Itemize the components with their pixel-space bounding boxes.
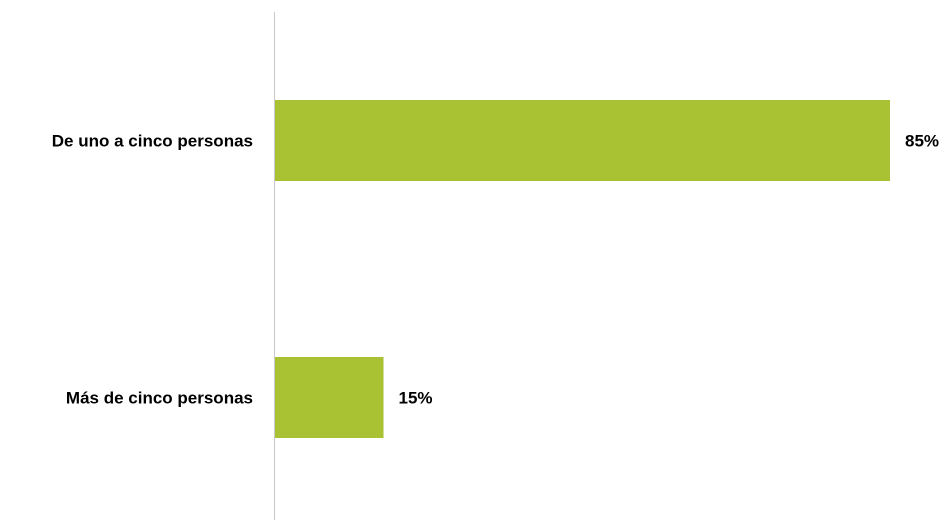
data-label-1: 15%	[399, 389, 433, 408]
bars-layer	[275, 100, 890, 438]
category-label-1: Más de cinco personas	[66, 389, 253, 408]
data-label-0: 85%	[905, 132, 939, 151]
bar-1	[275, 357, 384, 438]
labels-layer: De uno a cinco personas 85% Más de cinco p…	[52, 132, 939, 408]
bar-0	[275, 100, 890, 181]
category-label-0: De uno a cinco personas	[52, 132, 253, 151]
